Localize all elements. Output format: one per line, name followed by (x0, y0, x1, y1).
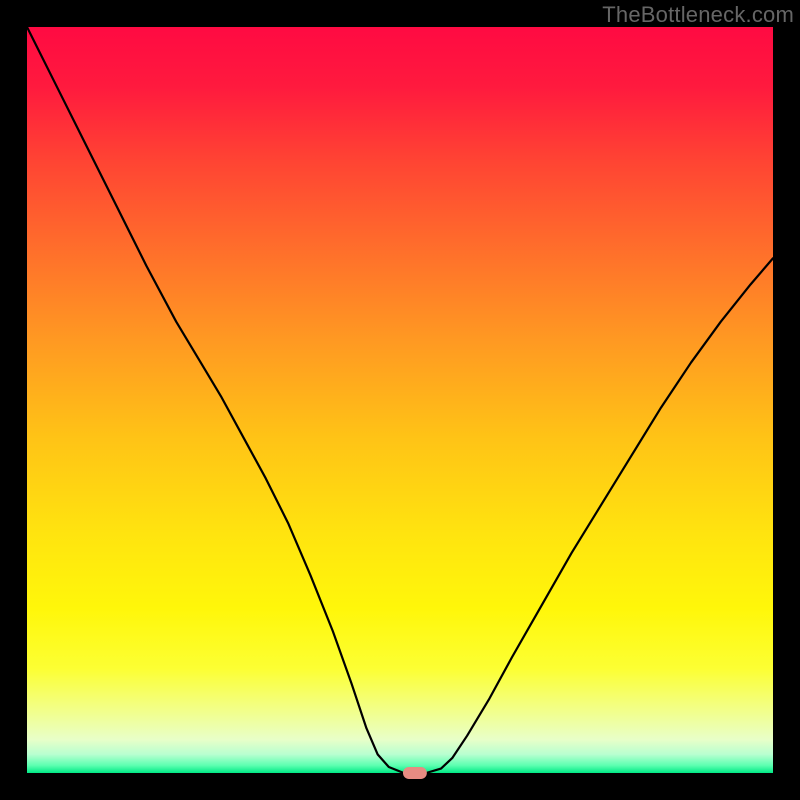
optimal-marker (403, 767, 427, 779)
frame-left (0, 0, 27, 800)
chart-canvas (0, 0, 800, 800)
plot-background (27, 27, 773, 773)
frame-bottom (0, 773, 800, 800)
bottleneck-chart: TheBottleneck.com (0, 0, 800, 800)
watermark-text: TheBottleneck.com (602, 2, 794, 28)
frame-right (773, 0, 800, 800)
